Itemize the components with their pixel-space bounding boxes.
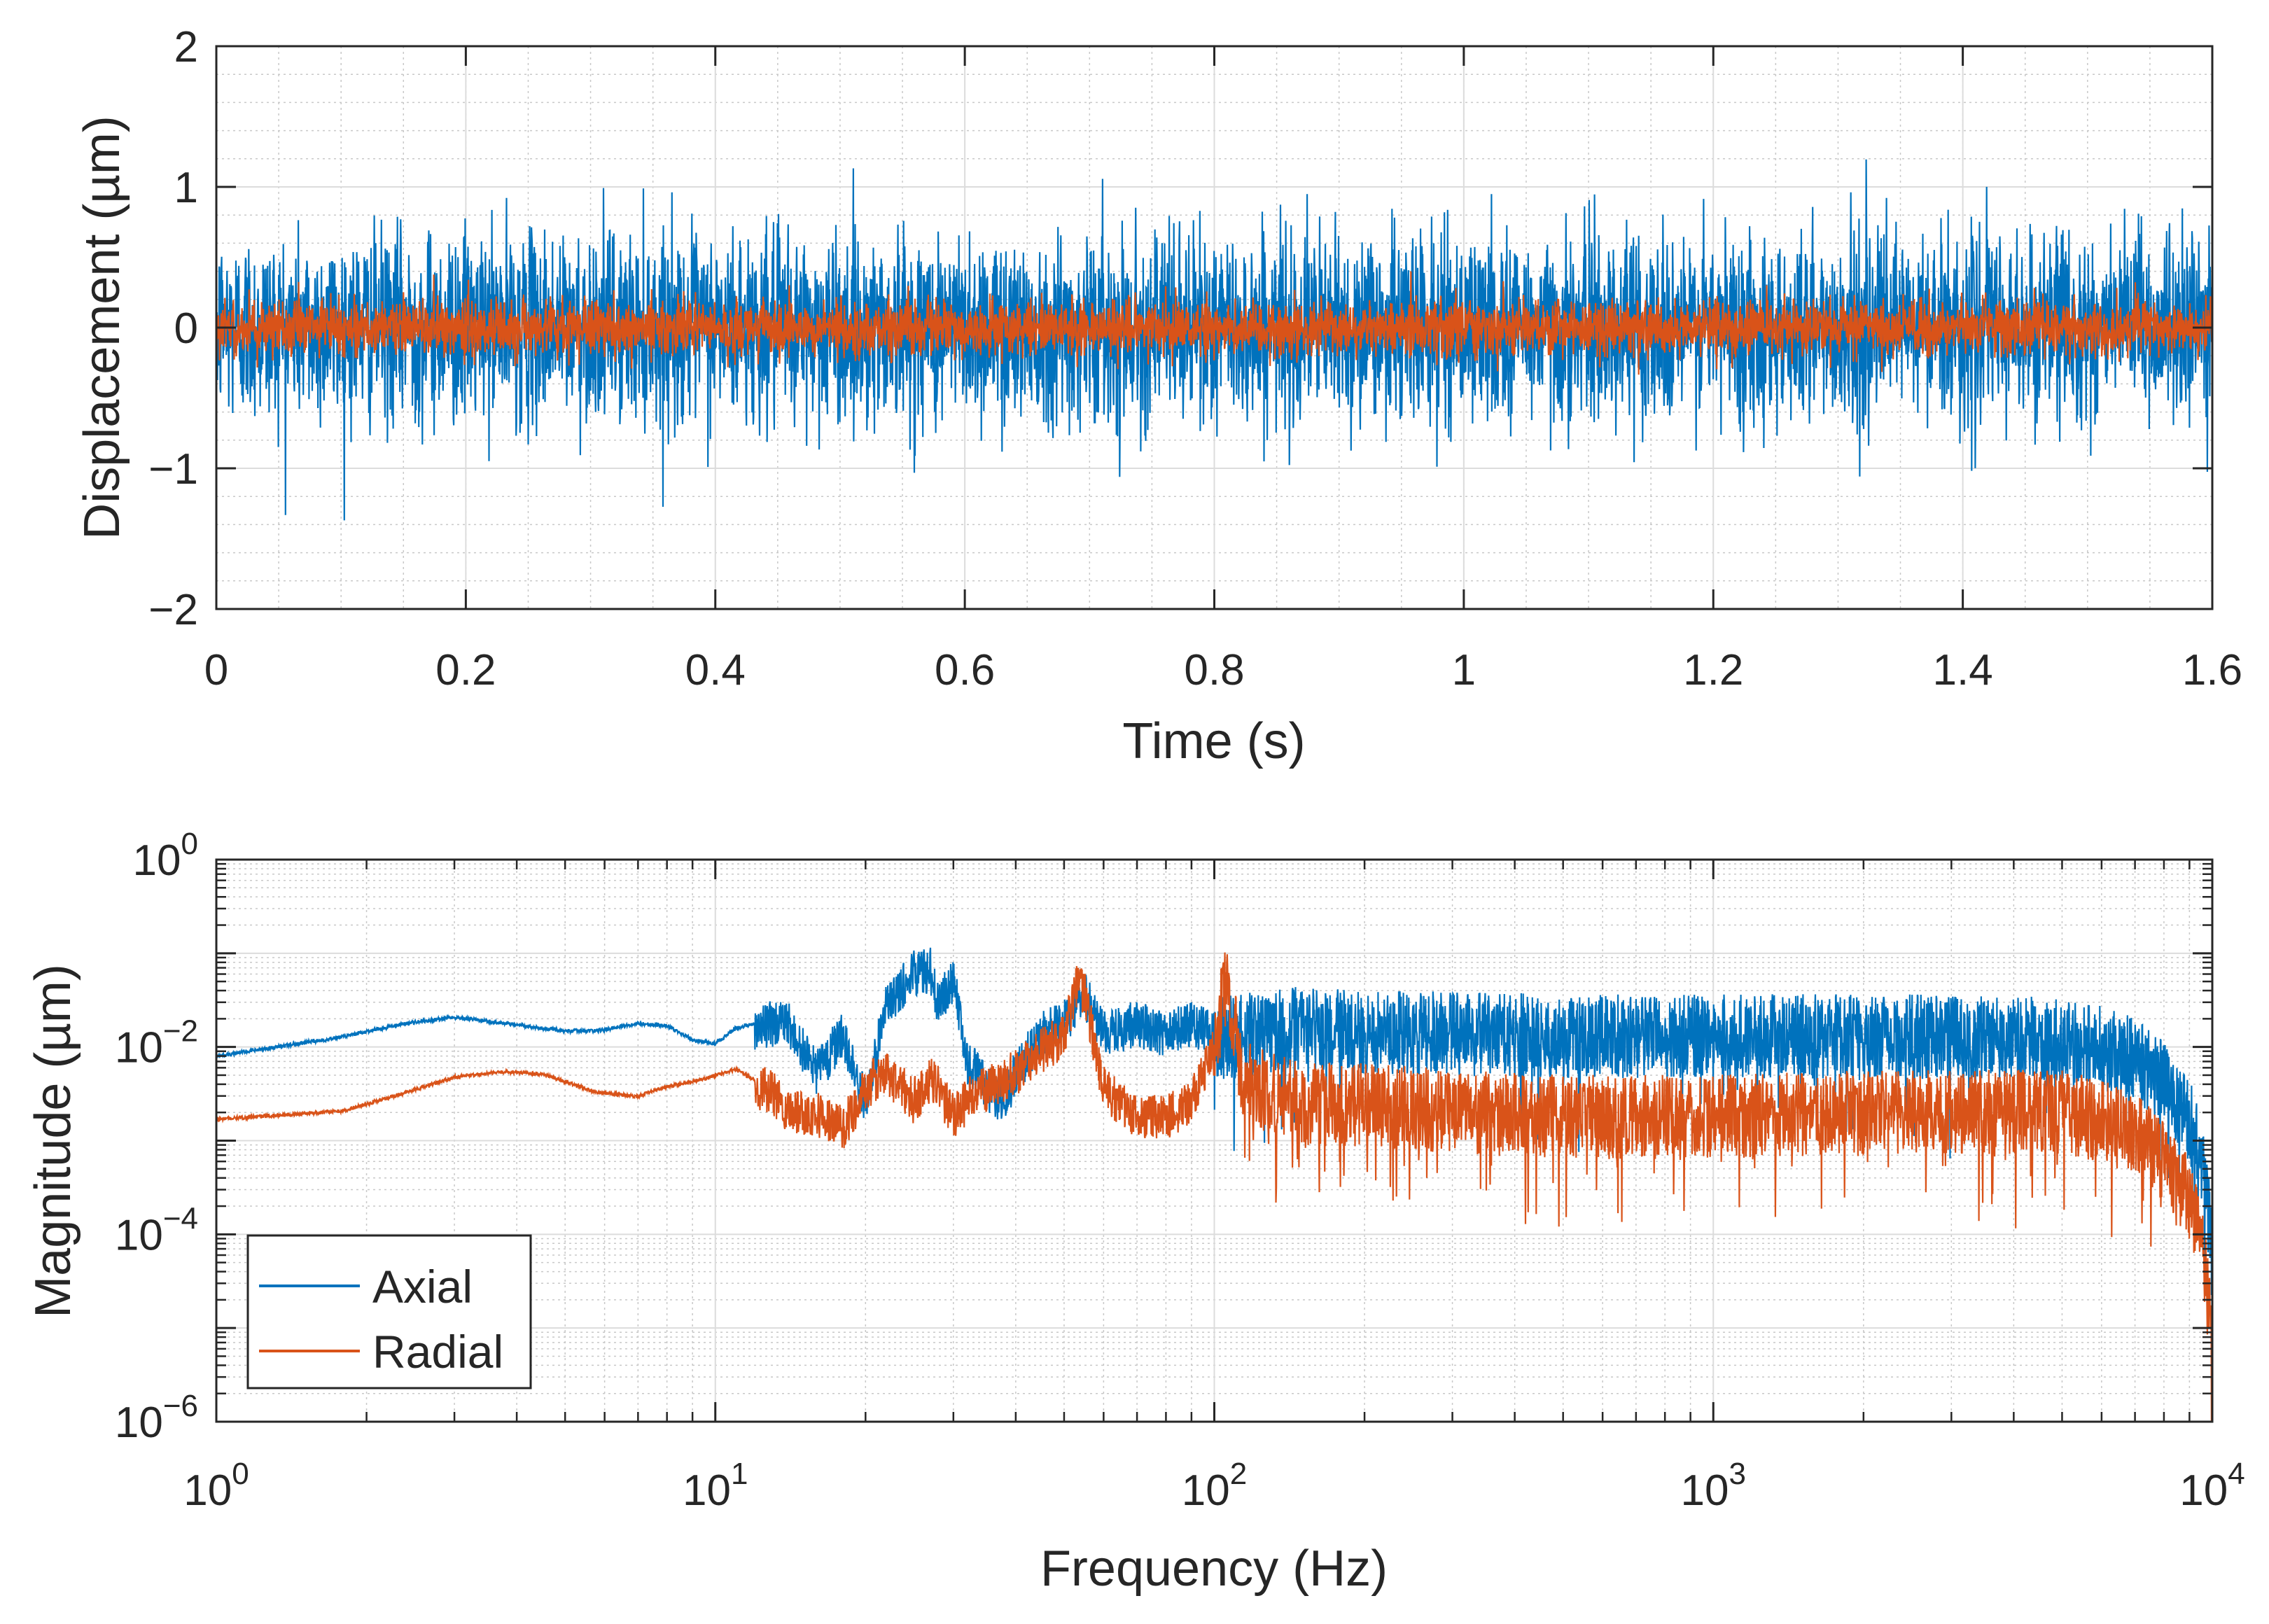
freq-x-tick-label: 101 bbox=[683, 1457, 748, 1515]
time-plot-y-label: Displacement (µm) bbox=[74, 115, 130, 540]
time-x-tick-label: 0.8 bbox=[1184, 646, 1244, 694]
frequency-plot-y-label: Magnitude (µm) bbox=[25, 964, 81, 1318]
frequency-plot-x-tick-labels: 100 101 102 103 104 bbox=[183, 1457, 2244, 1515]
time-series-radial bbox=[216, 271, 2212, 375]
time-series-axial bbox=[216, 159, 2212, 521]
time-plot-ticks bbox=[215, 45, 2214, 610]
time-x-tick-label: 1.4 bbox=[1933, 646, 1993, 694]
frequency-plot-series bbox=[216, 947, 2212, 1422]
frequency-plot-ticks bbox=[215, 858, 2214, 1423]
time-x-tick-label: 1.2 bbox=[1683, 646, 1743, 694]
freq-x-tick-label: 103 bbox=[1681, 1457, 1746, 1515]
time-y-tick-label: −2 bbox=[148, 586, 198, 634]
time-plot-x-tick-labels: 0 0.2 0.4 0.6 0.8 1 1.2 1.4 1.6 bbox=[204, 646, 2242, 694]
freq-x-tick-label: 102 bbox=[1182, 1457, 1247, 1515]
time-x-tick-label: 0.2 bbox=[435, 646, 496, 694]
time-y-tick-label: −1 bbox=[148, 445, 198, 493]
time-x-tick-label: 1 bbox=[1452, 646, 1476, 694]
freq-y-tick-label: 100 bbox=[133, 827, 198, 885]
time-y-tick-label: 0 bbox=[174, 304, 198, 353]
freq-series-radial bbox=[216, 952, 2212, 1422]
frequency-plot-y-tick-labels: 10−6 10−4 10−2 100 bbox=[115, 827, 198, 1447]
frequency-domain-plot: 100 101 102 103 104 10−6 10−4 10−2 100 Frequenc… bbox=[25, 827, 2245, 1597]
time-plot-x-label: Time (s) bbox=[1122, 713, 1305, 769]
time-x-tick-label: 0 bbox=[204, 646, 228, 694]
legend: Axial Radial bbox=[246, 1234, 532, 1390]
freq-x-tick-label: 104 bbox=[2179, 1457, 2244, 1515]
time-plot-series bbox=[216, 159, 2212, 521]
freq-y-tick-label: 10−2 bbox=[115, 1014, 198, 1072]
time-y-tick-label: 2 bbox=[174, 23, 198, 71]
freq-y-tick-label: 10−4 bbox=[115, 1201, 198, 1259]
legend-box bbox=[246, 1234, 532, 1390]
freq-y-tick-label: 10−6 bbox=[115, 1389, 198, 1447]
time-plot-y-tick-labels: −2 −1 0 1 2 bbox=[148, 23, 198, 634]
time-x-tick-label: 0.6 bbox=[935, 646, 995, 694]
time-x-tick-label: 1.6 bbox=[2182, 646, 2242, 694]
legend-label-axial: Axial bbox=[372, 1261, 473, 1312]
freq-x-tick-label: 100 bbox=[183, 1457, 249, 1515]
legend-label-radial: Radial bbox=[372, 1326, 503, 1378]
time-domain-plot: 0 0.2 0.4 0.6 0.8 1 1.2 1.4 1.6 −2 −1 0 1 2 Time (s)… bbox=[74, 23, 2242, 769]
time-x-tick-label: 0.4 bbox=[685, 646, 746, 694]
frequency-plot-x-label: Frequency (Hz) bbox=[1040, 1541, 1388, 1597]
time-y-tick-label: 1 bbox=[174, 164, 198, 212]
